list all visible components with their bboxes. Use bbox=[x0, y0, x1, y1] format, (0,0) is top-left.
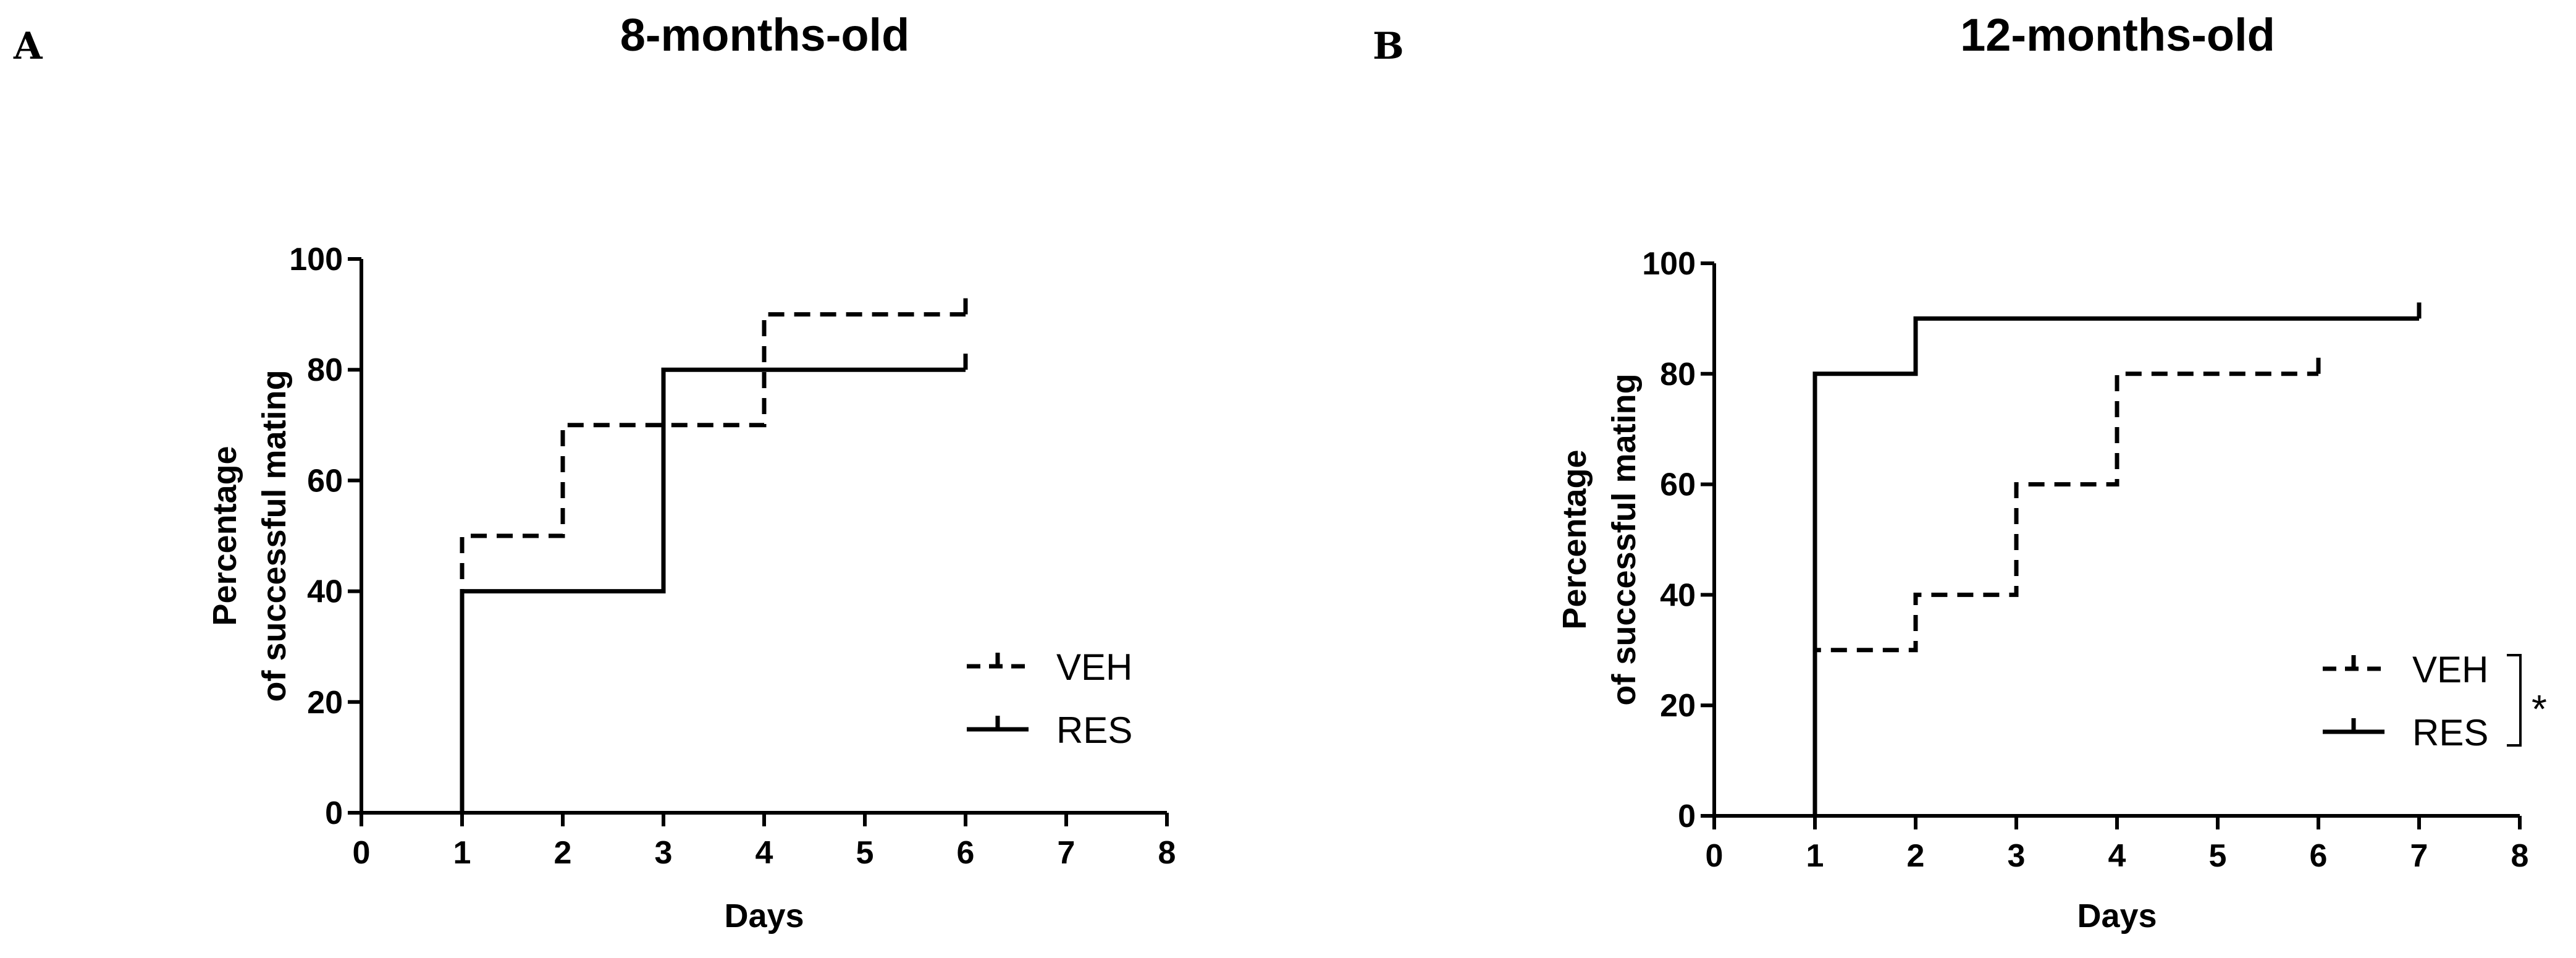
y-tick-label: 80 bbox=[1660, 357, 1696, 392]
x-tick-label: 0 bbox=[353, 835, 371, 871]
x-axis-label: Days bbox=[2077, 897, 2157, 935]
x-tick-label: 4 bbox=[756, 835, 773, 871]
y-tick-label: 40 bbox=[307, 574, 343, 610]
x-tick-label: 7 bbox=[1058, 835, 1075, 871]
x-tick-label: 2 bbox=[554, 835, 572, 871]
x-tick-label: 6 bbox=[2310, 838, 2328, 874]
y-tick-label: 60 bbox=[1660, 467, 1696, 503]
significance-marker: * bbox=[2532, 687, 2547, 731]
x-tick-label: 8 bbox=[1158, 835, 1176, 871]
y-tick-label: 60 bbox=[307, 463, 343, 499]
x-tick-label: 3 bbox=[655, 835, 673, 871]
y-tick-label: 0 bbox=[1678, 799, 1696, 834]
legend-label-veh: VEH bbox=[1056, 646, 1132, 688]
chart-title: 8-months-old bbox=[620, 9, 910, 61]
x-tick-label: 5 bbox=[856, 835, 874, 871]
x-tick-label: 6 bbox=[957, 835, 975, 871]
y-tick-label: 40 bbox=[1660, 577, 1696, 613]
significance-bracket bbox=[2507, 654, 2522, 747]
series-line-res bbox=[460, 367, 966, 813]
x-tick-label: 4 bbox=[2108, 838, 2126, 874]
series-line-veh bbox=[1812, 371, 2318, 816]
y-axis-label: Percentage of successful mating bbox=[206, 370, 293, 702]
y-tick-label: 100 bbox=[1642, 246, 1696, 282]
x-tick-label: 7 bbox=[2410, 838, 2428, 874]
legend: VEH RES * bbox=[2323, 649, 2547, 753]
x-tick-label: 5 bbox=[2209, 838, 2227, 874]
chart-title: 12-months-old bbox=[1960, 9, 2275, 61]
x-axis-label: Days bbox=[724, 897, 804, 935]
x-tick-label: 2 bbox=[1907, 838, 1925, 874]
legend-label-res: RES bbox=[2412, 712, 2488, 753]
legend-label-res: RES bbox=[1056, 710, 1132, 751]
y-tick-label: 0 bbox=[325, 795, 343, 831]
x-tick-label: 1 bbox=[453, 835, 471, 871]
legend-label-veh: VEH bbox=[2412, 649, 2488, 690]
y-tick-label: 20 bbox=[307, 685, 343, 721]
x-tick-label: 8 bbox=[2511, 838, 2529, 874]
series-line-veh bbox=[460, 312, 966, 813]
x-tick-label: 3 bbox=[2008, 838, 2026, 874]
x-tick-label: 1 bbox=[1806, 838, 1824, 874]
panel-letter: B bbox=[1373, 25, 1404, 68]
panel-letter: A bbox=[13, 25, 43, 68]
y-tick-label: 80 bbox=[307, 352, 343, 388]
y-axis-label: Percentage of successful mating bbox=[1556, 373, 1643, 705]
legend: VEH RES bbox=[967, 646, 1132, 751]
series-line-res bbox=[1812, 316, 2419, 816]
y-tick-label: 100 bbox=[289, 242, 343, 278]
x-tick-label: 0 bbox=[1706, 838, 1724, 874]
y-tick-label: 20 bbox=[1660, 688, 1696, 724]
